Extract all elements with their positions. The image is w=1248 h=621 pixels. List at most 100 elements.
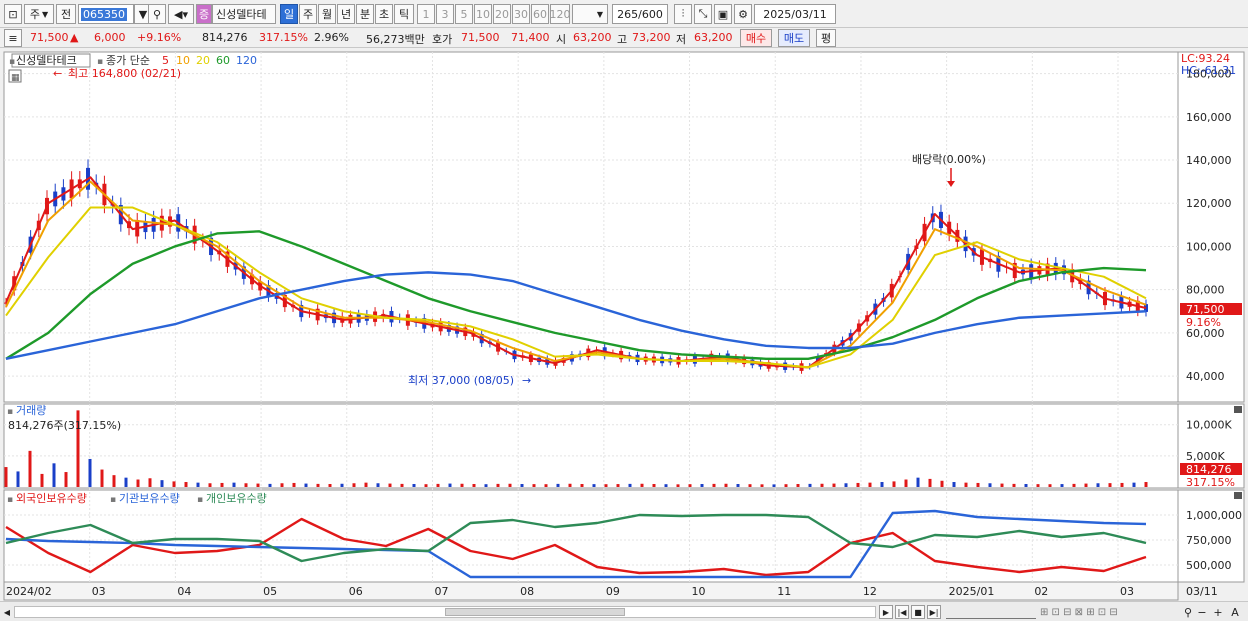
candle-body [4,302,8,304]
eval-button[interactable]: 평 [816,29,836,47]
high-price: 73,200 [632,31,671,44]
tool-icons[interactable]: ⊞ ⊡ ⊟ ⊠ ⊞ ⊡ ⊟ [1040,606,1118,618]
interval-minute[interactable]: 분 [356,4,374,24]
stock-name-field[interactable]: 신성델타테 [212,4,276,24]
turnover-pct: 2.96% [314,31,349,44]
search-icon[interactable]: ⚲ [148,4,166,24]
chevron-down-icon: ▼ [596,9,604,19]
volume-bar [892,481,896,487]
save-icon[interactable]: ▣ [714,4,732,24]
volume-bar [508,483,512,487]
count-input[interactable]: 265/600 [612,4,668,24]
price-tick-label: 40,000 [1186,370,1225,383]
stop-icon[interactable]: ■ [911,605,925,619]
num-button-1[interactable]: 1 [417,4,435,24]
volume-bar [208,483,212,487]
date-tick-label: 12 [863,585,877,598]
ma-period-20: 20 [196,54,210,67]
x-tick-labels: 2024/02 03 04 05 06 07 08 09 10 11 12 2025/01 02 03 03… [6,585,1218,598]
volume-bar [352,483,356,487]
trade-amount: 56,273백만 [366,33,425,46]
nav-next-icon[interactable]: ▶ [879,605,893,619]
font-size-icon[interactable]: A [1231,605,1239,619]
chart-area[interactable]: 40,000 60,000 80,000 100,000 120,000 140,000 1… [0,50,1248,601]
num-button-10[interactable]: 10 [474,4,492,24]
zoom-out-icon[interactable]: − [1197,605,1207,619]
ma-period-120: 120 [236,54,257,67]
volume-bar [64,472,68,487]
scroll-left-icon[interactable]: ◀ [3,607,11,617]
volume-bar [712,483,716,487]
hoga-label: 호가 [432,33,453,46]
interval-day[interactable]: 일 [280,4,298,24]
zoom-slider[interactable] [946,605,1036,619]
date-input[interactable]: 2025/03/11 [754,4,836,24]
volume-bar [340,483,344,487]
legend-marker-icon: ▪ [7,407,13,417]
legend-marker-icon: ▪ [97,57,103,67]
volume-bar [628,483,632,487]
scroll-thumb[interactable] [445,608,625,616]
volume-bar [136,479,140,487]
volume-bar [1060,484,1064,487]
num-button-120[interactable]: 120 [550,4,571,24]
nav-first-icon[interactable]: |◀ [895,605,909,619]
interval-tick[interactable]: 틱 [394,4,414,24]
list-icon[interactable]: ≡ [4,29,22,47]
dividend-arrowhead-icon [947,181,955,187]
draw-icon[interactable]: ⤡ [694,4,712,24]
count-value: 265 [617,7,639,21]
low-label: 저 [676,33,687,46]
period-label: 주 [29,8,40,21]
zoom-in-icon[interactable]: + [1213,605,1223,619]
volume-tick-label: 10,000K [1186,419,1232,432]
volume-bar [1132,482,1136,487]
price-tick-label: 60,000 [1186,327,1225,340]
zoom-search-icon[interactable]: ⚲ [1183,605,1193,619]
calculator-icon[interactable] [8,69,22,83]
interval-month[interactable]: 월 [318,4,336,24]
sell-button[interactable]: 매도 [778,29,810,47]
volume-bar [904,479,908,487]
num-button-3[interactable]: 3 [436,4,454,24]
speaker-icon[interactable]: ◀▾ [168,4,194,24]
gear-icon[interactable]: ⚙ [734,4,752,24]
volume-bar [928,478,932,487]
volume-bar [604,484,608,487]
volume-bar [952,482,956,487]
horizontal-scrollbar[interactable] [14,606,876,618]
date-tick-label: 2025/01 [949,585,995,598]
holdings-line [5,513,1147,563]
stock-chart[interactable]: 40,000 60,000 80,000 100,000 120,000 140,000 1… [0,50,1248,601]
ma-period-10: 10 [176,54,190,67]
volume-bar [52,463,56,487]
volume-bar [580,484,584,487]
stock-code-value: 065350 [81,7,127,21]
nav-last-icon[interactable]: ▶| [927,605,941,619]
buy-button[interactable]: 매수 [740,29,772,47]
prev-button[interactable]: 전 [56,4,76,24]
window-menu-icon[interactable]: ⊡ [4,4,22,24]
legend-marker-icon: ▪ [110,495,116,505]
price-panel [3,51,1179,403]
holdings-tick-label: 1,000,000 [1186,509,1242,522]
legend-institution: 기관보유수량 [119,492,180,505]
panel-close-icon[interactable] [1234,406,1242,413]
volume-bar [748,484,752,487]
lc-label: LC:93.24 [1181,52,1230,65]
num-button-60[interactable]: 60 [531,4,549,24]
num-button-30[interactable]: 30 [512,4,530,24]
interval-second[interactable]: 초 [375,4,393,24]
interval-week[interactable]: 주 [299,4,317,24]
panel-close-icon[interactable] [1234,492,1242,499]
period-select[interactable]: 주 ▼ [24,4,54,24]
num-button-5[interactable]: 5 [455,4,473,24]
volume-bar [172,481,176,487]
number-dropdown[interactable]: ▼ [572,4,608,24]
stock-code-input[interactable]: 065350 [78,4,134,24]
candle-icon[interactable]: ⫶ [674,4,692,24]
legend-individual: 개인보유수량 [206,492,267,505]
num-button-20[interactable]: 20 [493,4,511,24]
interval-year[interactable]: 년 [337,4,355,24]
volume-bar [4,467,8,487]
